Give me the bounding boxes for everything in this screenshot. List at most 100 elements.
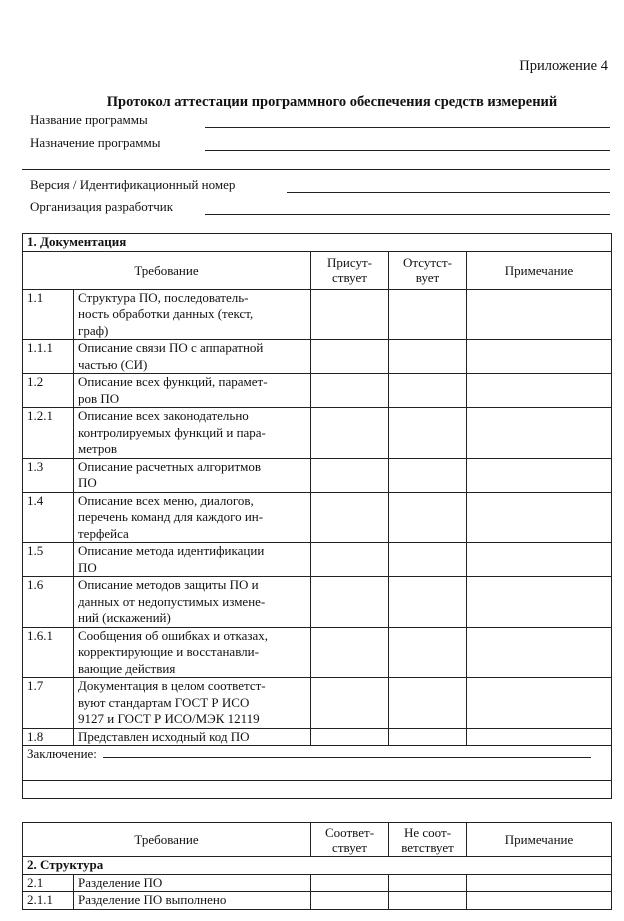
table-row: 1.8 Представлен исходный код ПО [22,727,613,746]
conclusion-row: Заключение: [21,745,613,781]
table-row: 1.7 Документация в целом соответст- вуют … [22,677,613,729]
section-heading: 1. Документация [21,233,613,252]
item-number: 1.1 [22,288,74,340]
conclusion-cell: Заключение: [21,745,613,781]
present-cell[interactable] [310,727,389,746]
item-number: 2.1 [22,873,74,892]
note-cell[interactable] [466,873,613,892]
absent-cell[interactable] [388,457,467,493]
conclusion-label: Заключение: [27,746,97,761]
table-row: 1.2.1 Описание всех законодательно контро… [22,407,613,459]
column-header-requirement: Требование [21,822,312,857]
item-requirement: Описание метода идентификации ПО [73,542,311,577]
absent-cell[interactable] [388,542,467,577]
absent-cell[interactable] [388,891,468,910]
note-cell[interactable] [465,457,613,493]
note-cell[interactable] [465,542,613,577]
absent-cell[interactable] [388,407,467,459]
table-row: 1.4 Описание всех меню, диалогов, перечен… [22,491,613,543]
note-cell[interactable] [465,373,613,408]
note-cell[interactable] [465,727,613,746]
present-cell[interactable] [310,626,389,678]
item-number: 1.4 [22,491,74,543]
table-row: 1.6 Описание методов защиты ПО и данных о… [22,576,613,628]
page-title: Протокол аттестации программного обеспеч… [106,94,558,110]
table-row: 2.1.1 Разделение ПО выполнено [22,891,613,910]
item-requirement: Описание всех функций, парамет- ров ПО [73,373,311,408]
column-header-compliant: Соответ- ствует [310,822,390,857]
item-number: 1.8 [22,727,74,746]
present-cell[interactable] [310,339,389,374]
note-cell[interactable] [465,626,613,678]
version-field[interactable] [287,192,610,193]
present-cell[interactable] [310,407,389,459]
item-number: 1.3 [22,457,74,493]
item-requirement: Структура ПО, последователь- ность обраб… [73,288,311,340]
item-number: 1.6.1 [22,626,74,678]
present-cell[interactable] [310,576,389,628]
note-cell[interactable] [465,288,613,340]
section-heading: 2. Структура [21,856,613,875]
present-cell[interactable] [310,891,390,910]
column-header-note: Примечание [465,250,613,290]
developer-field[interactable] [205,214,610,215]
table-row: 1.1 Структура ПО, последователь- ность об… [22,288,613,340]
program-name-field[interactable] [205,127,610,128]
developer-label: Организация разработчик [30,199,174,214]
program-purpose-field[interactable] [205,150,610,151]
absent-cell[interactable] [388,491,467,543]
column-header-noncompliant: Не соот- ветствует [388,822,468,857]
conclusion-field[interactable] [102,747,591,758]
note-cell[interactable] [465,407,613,459]
item-requirement: Документация в целом соответст- вуют ста… [73,677,311,729]
program-purpose-label: Назначение программы [30,135,161,150]
absent-cell[interactable] [388,373,467,408]
column-header-note: Примечание [466,822,613,857]
present-cell[interactable] [310,491,389,543]
documentation-table: 1. Документация Требование Присут- ствуе… [21,233,613,799]
item-number: 1.1.1 [22,339,74,374]
table-row: 1.6.1 Сообщения об ошибках и отказах, кор… [22,626,613,678]
conclusion-field-line2[interactable] [21,780,613,799]
absent-cell[interactable] [388,288,467,340]
absent-cell[interactable] [388,626,467,678]
item-requirement: Представлен исходный код ПО [73,727,311,746]
item-number: 1.6 [22,576,74,628]
note-cell[interactable] [465,491,613,543]
absent-cell[interactable] [388,677,467,729]
absent-cell[interactable] [388,873,468,892]
present-cell[interactable] [310,873,390,892]
item-number: 1.5 [22,542,74,577]
present-cell[interactable] [310,457,389,493]
note-cell[interactable] [465,339,613,374]
note-cell[interactable] [466,891,613,910]
present-cell[interactable] [310,677,389,729]
note-cell[interactable] [465,677,613,729]
absent-cell[interactable] [388,576,467,628]
absent-cell[interactable] [388,727,467,746]
table-row: 1.2 Описание всех функций, парамет- ров П… [22,373,613,408]
present-cell[interactable] [310,288,389,340]
column-header-present: Присут- ствует [310,250,389,290]
column-header-requirement: Требование [22,250,311,290]
conclusion-row-extra [21,780,613,799]
version-label: Версия / Идентификационный номер [30,177,236,192]
table-row: 1.5 Описание метода идентификации ПО [22,542,613,577]
present-cell[interactable] [310,542,389,577]
present-cell[interactable] [310,373,389,408]
item-requirement: Описание всех меню, диалогов, перечень к… [73,491,311,543]
item-number: 2.1.1 [22,891,74,910]
item-number: 1.2.1 [22,407,74,459]
item-requirement: Разделение ПО выполнено [72,891,312,910]
structure-table: Требование Соответ- ствует Не соот- ветс… [21,822,613,910]
absent-cell[interactable] [388,339,467,374]
note-cell[interactable] [465,576,613,628]
item-requirement: Описание всех законодательно контролируе… [73,407,311,459]
item-requirement: Описание расчетных алгоритмов ПО [73,457,311,493]
program-name-label: Название программы [30,112,148,127]
appendix-label: Приложение 4 [519,58,608,74]
item-requirement: Описание связи ПО с аппаратной частью (С… [73,339,311,374]
table-row: 2.1 Разделение ПО [22,873,613,892]
item-requirement: Сообщения об ошибках и отказах, корректи… [73,626,311,678]
program-purpose-field-line2[interactable] [22,169,610,170]
